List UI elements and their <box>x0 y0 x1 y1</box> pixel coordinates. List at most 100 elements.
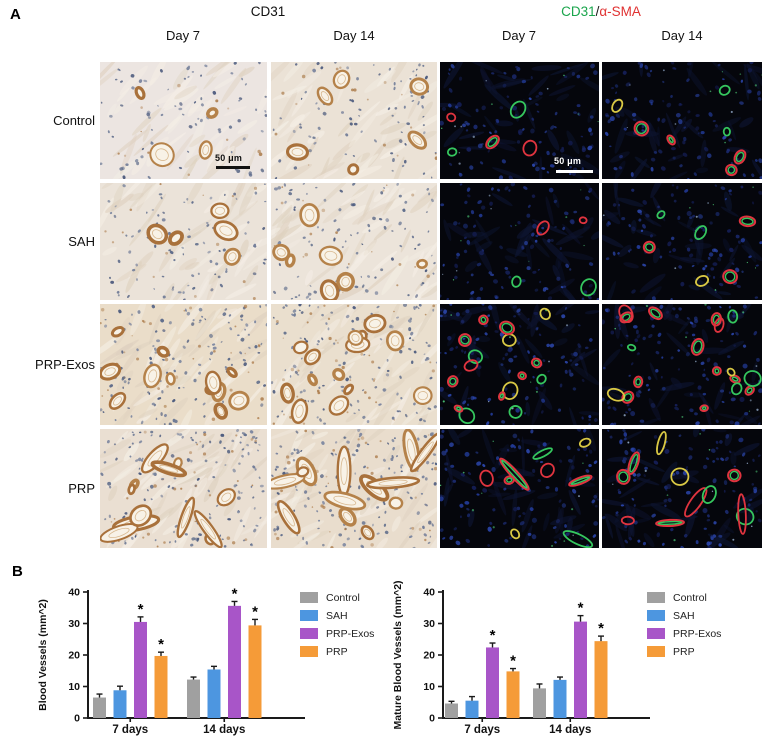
legend-item-prp-exos: PRP-Exos <box>647 627 722 640</box>
micrograph-control-day14-if <box>602 62 762 179</box>
bar-sah-14-days <box>553 679 567 718</box>
bar-sah-14-days <box>207 669 221 718</box>
legend-label: PRP <box>326 645 348 658</box>
bar-sah-7-days <box>113 690 127 718</box>
legend-swatch <box>647 646 665 657</box>
y-tick-label: 40 <box>423 587 435 599</box>
micrograph-prp-day14-if <box>602 429 762 548</box>
legend-swatch <box>300 628 318 639</box>
if-scalebar-line <box>556 170 593 173</box>
legend-label: PRP <box>673 645 695 658</box>
row-label-prp: PRP <box>68 481 95 496</box>
bar-sah-7-days <box>465 700 479 718</box>
bar-control-7-days <box>93 697 106 718</box>
micrograph-prp-day14-ihc <box>271 429 437 548</box>
y-tick-label: 0 <box>429 713 435 725</box>
ihc-scalebar-label: 50 μm <box>215 153 243 163</box>
legend-item-prp: PRP <box>647 645 721 658</box>
legend-swatch <box>647 628 665 639</box>
micrograph-prp-day7-if <box>440 429 599 548</box>
panel-b-label: B <box>12 563 23 580</box>
legend-label: Control <box>673 591 707 604</box>
legend-item-sah: SAH <box>647 609 721 622</box>
x-category-label: 14 days <box>203 724 245 736</box>
significance-asterisk: * <box>598 620 604 637</box>
y-tick-label: 30 <box>68 618 80 630</box>
micrograph-prp-exos-day14-ihc <box>271 304 437 425</box>
ihc-scalebar-line <box>216 166 250 169</box>
micrograph-sah-day14-if <box>602 183 762 300</box>
if-title-part-0: CD31 <box>561 4 596 19</box>
mature-blood-vessels-legend: Control SAH PRP-Exos PRP <box>647 591 722 658</box>
row-label-control: Control <box>53 113 95 128</box>
micrograph-prp-exos-day7-if <box>440 304 599 425</box>
bar-control-14-days <box>187 679 200 718</box>
legend-swatch <box>300 610 318 621</box>
legend-item-sah: SAH <box>300 609 374 622</box>
blood-vessels-legend: Control SAH PRP-Exos PRP <box>300 591 375 658</box>
y-tick-label: 30 <box>423 618 435 630</box>
if-scalebar-label: 50 μm <box>554 156 582 166</box>
if-title-part-1: / <box>595 4 600 19</box>
micrograph-control-day7-ihc <box>100 62 267 179</box>
x-category-label: 14 days <box>549 724 591 736</box>
y-axis-label: Mature Blood Vessels (mm^2) <box>392 580 404 729</box>
bar-control-14-days <box>533 688 546 718</box>
micrograph-sah-day7-ihc <box>100 183 267 300</box>
micrograph-prp-exos-day14-if <box>602 304 762 425</box>
bar-prp-exos-7-days <box>134 621 147 718</box>
y-axis-label: Blood Vessels (mm^2) <box>37 599 49 711</box>
blood-vessels-chart: 0 10 20 30 40 Blood Vessels (mm^2) * * 7 days * * 1… <box>37 585 305 736</box>
legend-swatch <box>647 610 665 621</box>
legend-item-control: Control <box>300 591 374 604</box>
micrograph-control-day7-if <box>440 62 599 179</box>
legend-label: SAH <box>673 609 695 622</box>
mature-blood-vessels-chart: 0 10 20 30 40 Mature Blood Vessels (mm^2) * * 7 … <box>392 580 650 736</box>
legend-item-prp: PRP <box>300 645 374 658</box>
bar-prp-exos-7-days <box>486 647 499 718</box>
legend-label: SAH <box>326 609 348 622</box>
y-tick-label: 20 <box>68 650 80 662</box>
significance-asterisk: * <box>232 585 238 602</box>
y-tick-label: 20 <box>423 650 435 662</box>
panel-a-label: A <box>10 6 21 23</box>
bar-prp-14-days <box>248 625 262 718</box>
column-header-if-day7: Day 7 <box>502 28 536 43</box>
micrograph-sah-day14-ihc <box>271 183 437 300</box>
x-category-label: 7 days <box>112 724 148 736</box>
bar-prp-7-days <box>506 671 520 718</box>
bar-prp-14-days <box>594 641 608 718</box>
row-label-sah: SAH <box>68 234 95 249</box>
significance-asterisk: * <box>490 627 496 644</box>
legend-item-prp-exos: PRP-Exos <box>300 627 375 640</box>
if-stain-title: CD31/α-SMA <box>561 4 641 19</box>
y-tick-label: 10 <box>68 681 80 693</box>
significance-asterisk: * <box>578 600 584 617</box>
bar-control-7-days <box>445 703 458 718</box>
if-title-part-2: α-SMA <box>599 4 641 19</box>
micrograph-prp-day7-ihc <box>100 429 267 548</box>
column-header-if-day14: Day 14 <box>661 28 703 43</box>
significance-asterisk: * <box>138 601 144 618</box>
bar-prp-exos-14-days <box>574 621 587 718</box>
column-header-ihc-day7: Day 7 <box>166 28 200 43</box>
legend-label: PRP-Exos <box>326 627 375 640</box>
significance-asterisk: * <box>510 653 516 670</box>
bar-prp-7-days <box>154 655 168 718</box>
legend-swatch <box>300 592 318 603</box>
bar-prp-exos-14-days <box>228 605 241 718</box>
legend-swatch <box>300 646 318 657</box>
micrograph-control-day14-ihc <box>271 62 437 179</box>
significance-asterisk: * <box>158 636 164 653</box>
significance-asterisk: * <box>252 603 258 620</box>
x-category-label: 7 days <box>464 724 500 736</box>
y-tick-label: 40 <box>68 587 80 599</box>
legend-item-control: Control <box>647 591 721 604</box>
row-label-prp-exos: PRP-Exos <box>35 357 95 372</box>
column-header-ihc-day14: Day 14 <box>333 28 375 43</box>
micrograph-prp-exos-day7-ihc <box>100 304 267 425</box>
legend-label: Control <box>326 591 360 604</box>
legend-label: PRP-Exos <box>673 627 722 640</box>
y-tick-label: 0 <box>74 713 80 725</box>
